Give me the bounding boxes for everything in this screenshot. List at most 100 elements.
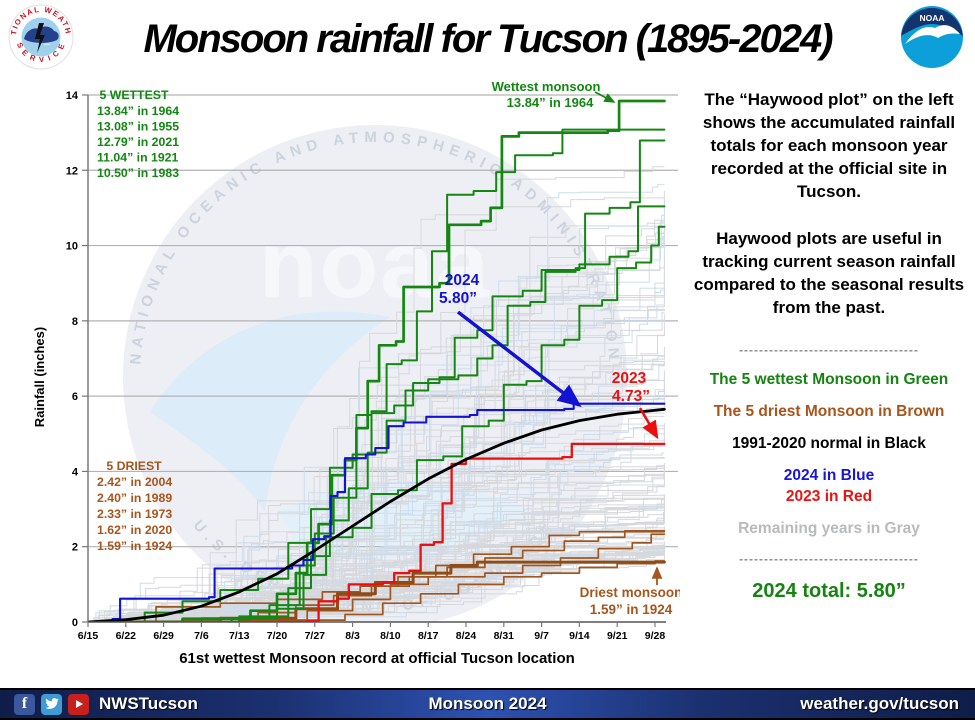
chart-caption: 61st wettest Monsoon record at official … bbox=[179, 650, 575, 667]
gray-year-line bbox=[88, 190, 665, 622]
noaa-logo-text: NOAA bbox=[919, 13, 944, 23]
explanation-panel: The “Haywood plot” on the left shows the… bbox=[688, 88, 970, 603]
highlighted-series bbox=[88, 99, 666, 622]
watermark-circle bbox=[123, 125, 627, 622]
nws-logo-cloud bbox=[24, 26, 59, 43]
legend-item-1: The 5 driest Monsoon in Brown bbox=[713, 403, 945, 420]
series-line-1991-2020-normal bbox=[88, 407, 666, 622]
facebook-icon[interactable]: f bbox=[14, 693, 35, 715]
noaa-logo: NOAA bbox=[901, 6, 963, 68]
five-driest-item-2: 2.33” in 1973 bbox=[97, 507, 172, 521]
nws-logo: NATIONAL WEATHER ★ S E R V I C E ★ bbox=[8, 4, 74, 70]
watermark-noaa-text: noaa bbox=[259, 211, 491, 318]
haywood-chart: NATIONAL OCEANIC AND ATMOSPHERIC ADMINIS… bbox=[32, 82, 680, 667]
x-tick-label-9/28: 9/28 bbox=[645, 630, 666, 642]
series-line-1973 bbox=[88, 533, 666, 622]
annotations: 5 WETTEST 13.84” in 1964 13.08” in 195512.… bbox=[97, 82, 680, 617]
y-tick-label-14: 14 bbox=[66, 90, 79, 102]
separator-dashes-top: ------------------------------------ bbox=[739, 343, 919, 357]
wettest-label-line2: 13.84” in 1964 bbox=[507, 95, 594, 110]
noaa-logo-seagull-icon bbox=[905, 25, 960, 45]
series-line-2023 bbox=[88, 442, 666, 622]
label-2023-line1: 2023 bbox=[612, 370, 647, 387]
footer-bar: f NWSTucson Monsoon 2024 weather.gov/tuc… bbox=[0, 688, 975, 720]
gray-year-line bbox=[88, 233, 665, 622]
y-tick-label-2: 2 bbox=[72, 542, 78, 554]
label-2023-line2: 4.73” bbox=[612, 388, 650, 405]
legend-item-0: The 5 wettest Monsoon in Green bbox=[709, 371, 949, 388]
nws-logo-lightning-icon bbox=[35, 23, 45, 53]
series-line-2020 bbox=[88, 560, 666, 622]
page-title: Monsoon rainfall for Tucson (1895-2024) bbox=[143, 16, 833, 61]
y-tick-label-12: 12 bbox=[66, 165, 78, 177]
y-tick-label-4: 4 bbox=[72, 466, 79, 478]
five-wettest-item-4: 10.50” in 1983 bbox=[97, 166, 179, 180]
gray-year-line bbox=[88, 255, 665, 622]
arrow-2023 bbox=[638, 407, 659, 440]
label-2024-line2: 5.80” bbox=[439, 290, 477, 307]
x-tick-label-8/24: 8/24 bbox=[456, 630, 477, 642]
x-tick-label-7/13: 7/13 bbox=[229, 630, 250, 642]
legend: The 5 wettest Monsoon in Green The 5 drie… bbox=[688, 371, 970, 538]
gray-year-line bbox=[88, 312, 665, 622]
wettest-label-line1: Wettest monsoon bbox=[492, 82, 601, 94]
youtube-icon[interactable] bbox=[68, 693, 89, 715]
x-tick-label-7/6: 7/6 bbox=[194, 630, 209, 642]
x-tick-label-8/10: 8/10 bbox=[380, 630, 401, 642]
y-tick-label-0: 0 bbox=[72, 617, 78, 629]
x-tick-label-6/22: 6/22 bbox=[116, 630, 137, 642]
x-tick-label-7/20: 7/20 bbox=[267, 630, 288, 642]
x-tick-label-9/21: 9/21 bbox=[607, 630, 628, 642]
separator-dashes-bottom: ------------------------------------ bbox=[739, 552, 919, 566]
explanation-paragraph-2: Haywood plots are useful in tracking cur… bbox=[693, 229, 965, 317]
social-handle[interactable]: NWSTucson bbox=[99, 694, 198, 713]
social-links: f NWSTucson bbox=[14, 693, 198, 715]
season-total: 2024 total: 5.80” bbox=[752, 580, 906, 602]
series-line-1955 bbox=[88, 128, 666, 622]
five-wettest-item-1: 13.08” in 1955 bbox=[97, 120, 179, 134]
wettest-arrow bbox=[594, 91, 616, 103]
footer-website-link[interactable]: weather.gov/tucson bbox=[800, 694, 959, 713]
twitter-icon[interactable] bbox=[41, 693, 62, 715]
series-line-1964 bbox=[88, 99, 666, 622]
legend-item-4: 2023 in Red bbox=[785, 488, 873, 505]
y-tick-label-8: 8 bbox=[72, 316, 78, 328]
noaa-logo-dark-fan bbox=[901, 8, 963, 39]
x-tick-label-6/29: 6/29 bbox=[153, 630, 174, 642]
five-wettest-item-2: 12.79” in 2021 bbox=[97, 135, 179, 149]
gray-year-line bbox=[88, 360, 665, 622]
twitter-bird-icon bbox=[44, 698, 59, 709]
five-driest-item-1: 2.40” in 1989 bbox=[97, 491, 172, 505]
series-line-1921 bbox=[88, 205, 666, 622]
series-line-2024 bbox=[88, 402, 666, 622]
label-2024-line1: 2024 bbox=[445, 272, 480, 289]
x-tick-label-8/17: 8/17 bbox=[418, 630, 439, 642]
five-driest-item-3: 1.62” in 2020 bbox=[97, 523, 172, 537]
axes: 6/15 6/22 6/29 7/6 7/13 7/20 7/27 8/3 8/10 8/17 8/… bbox=[32, 95, 666, 667]
nws-logo-gull bbox=[43, 43, 51, 45]
legend-item-5: Remaining years in Gray bbox=[738, 520, 920, 537]
five-wettest-item-3: 11.04” in 1921 bbox=[97, 151, 179, 165]
five-driest-item-0: 2.42” in 2004 bbox=[97, 475, 172, 489]
legend-item-3: 2024 in Blue bbox=[783, 467, 875, 484]
watermark-gull-wing bbox=[150, 311, 390, 512]
five-wettest-title: 5 WETTEST bbox=[99, 88, 168, 102]
gray-year-line bbox=[88, 497, 665, 622]
series-line-1983 bbox=[88, 225, 666, 622]
driest-label-line2: 1.59” in 1924 bbox=[590, 602, 673, 617]
x-tick-label-9/14: 9/14 bbox=[569, 630, 590, 642]
gray-year-line bbox=[88, 296, 665, 622]
gray-year-line bbox=[88, 197, 665, 622]
five-driest-title: 5 DRIEST bbox=[106, 459, 162, 473]
y-axis-title: Rainfall (inches) bbox=[32, 327, 47, 427]
y-tick-label-6: 6 bbox=[72, 391, 78, 403]
x-tick-label-8/31: 8/31 bbox=[494, 630, 515, 642]
x-tick-label-8/3: 8/3 bbox=[345, 630, 360, 642]
x-tick-label-9/7: 9/7 bbox=[534, 630, 549, 642]
youtube-play-icon bbox=[75, 700, 83, 708]
legend-item-2: 1991-2020 normal in Black bbox=[732, 435, 926, 452]
five-wettest-item-0: 13.84” in 1964 bbox=[97, 104, 179, 118]
five-driest-item-4: 1.59” in 1924 bbox=[97, 539, 172, 553]
x-tick-label-6/15: 6/15 bbox=[78, 630, 99, 642]
